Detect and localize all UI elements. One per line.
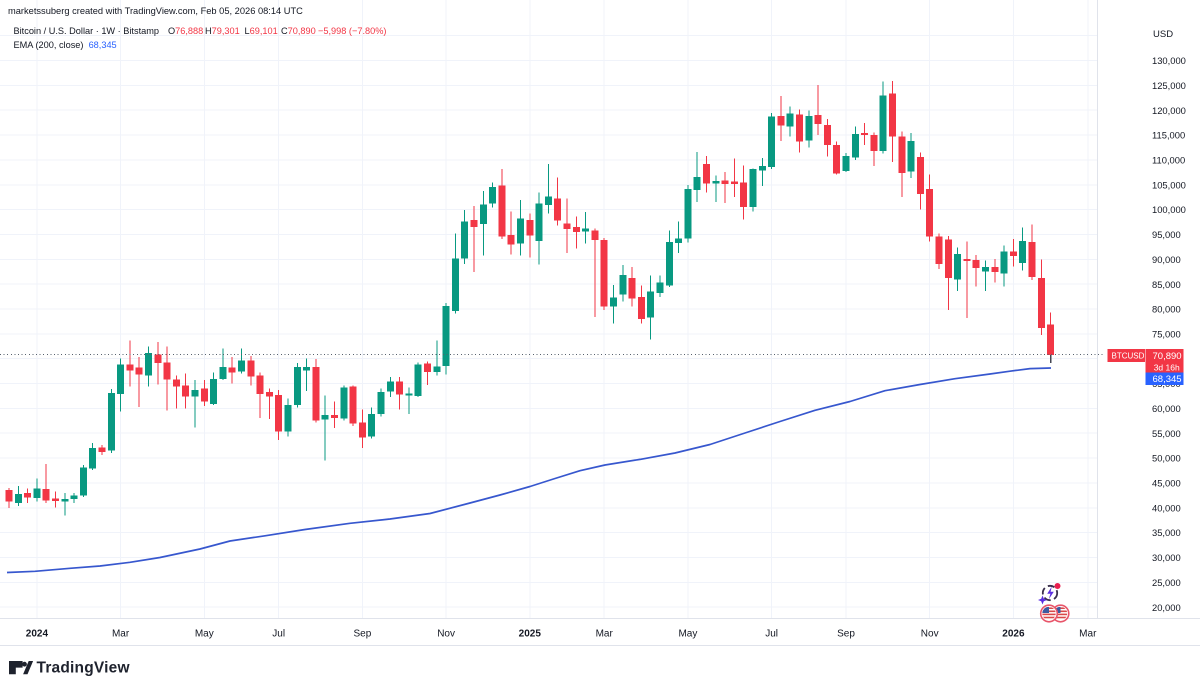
svg-text:H79,301: H79,301 [205,26,240,36]
svg-text:L69,101: L69,101 [245,26,278,36]
svg-text:Sep: Sep [837,629,855,640]
svg-text:Mar: Mar [112,629,130,640]
svg-text:Jul: Jul [765,629,778,640]
svg-text:115,000: 115,000 [1152,130,1185,141]
svg-text:75,000: 75,000 [1152,328,1181,339]
svg-text:marketssuberg created with Tra: marketssuberg created with TradingView.c… [8,6,303,16]
svg-text:25,000: 25,000 [1152,577,1181,588]
svg-text:45,000: 45,000 [1152,478,1181,489]
svg-text:110,000: 110,000 [1152,155,1185,166]
svg-text:100,000: 100,000 [1152,204,1186,215]
svg-text:USD: USD [1153,29,1173,40]
svg-text:May: May [195,629,214,640]
svg-text:95,000: 95,000 [1152,229,1181,240]
svg-text:May: May [678,629,697,640]
svg-text:85,000: 85,000 [1152,279,1181,290]
svg-text:20,000: 20,000 [1152,602,1181,613]
svg-text:2025: 2025 [519,629,542,640]
svg-text:3d 16h: 3d 16h [1154,362,1180,372]
svg-text:BTCUSD: BTCUSD [1112,352,1145,361]
svg-text:Mar: Mar [596,629,614,640]
svg-text:70,890: 70,890 [1153,351,1182,362]
svg-text:130,000: 130,000 [1152,55,1186,66]
svg-text:−5,998 (−7.80%): −5,998 (−7.80%) [318,26,386,36]
svg-text:50,000: 50,000 [1152,453,1181,464]
svg-text:30,000: 30,000 [1152,552,1181,563]
svg-text:C70,890: C70,890 [281,26,316,36]
svg-text:Sep: Sep [354,629,372,640]
svg-text:Bitcoin / U.S. Dollar · 1W · B: Bitcoin / U.S. Dollar · 1W · Bitstamp [14,26,160,36]
svg-text:90,000: 90,000 [1152,254,1181,265]
svg-text:EMA (200, close) 68,345: EMA (200, close) 68,345 [14,40,117,50]
svg-text:120,000: 120,000 [1152,105,1186,116]
svg-text:35,000: 35,000 [1152,527,1181,538]
svg-text:2024: 2024 [26,629,49,640]
svg-text:O76,888: O76,888 [168,26,203,36]
svg-text:Nov: Nov [921,629,939,640]
svg-text:2026: 2026 [1002,629,1025,640]
svg-text:TradingView: TradingView [37,660,131,677]
svg-text:80,000: 80,000 [1152,304,1181,315]
svg-text:Nov: Nov [437,629,455,640]
svg-text:60,000: 60,000 [1152,403,1181,414]
svg-text:125,000: 125,000 [1152,80,1186,91]
svg-text:68,345: 68,345 [1153,374,1182,385]
svg-text:Mar: Mar [1079,629,1097,640]
svg-text:40,000: 40,000 [1152,502,1181,513]
svg-text:Jul: Jul [272,629,285,640]
svg-text:105,000: 105,000 [1152,179,1186,190]
svg-text:55,000: 55,000 [1152,428,1181,439]
